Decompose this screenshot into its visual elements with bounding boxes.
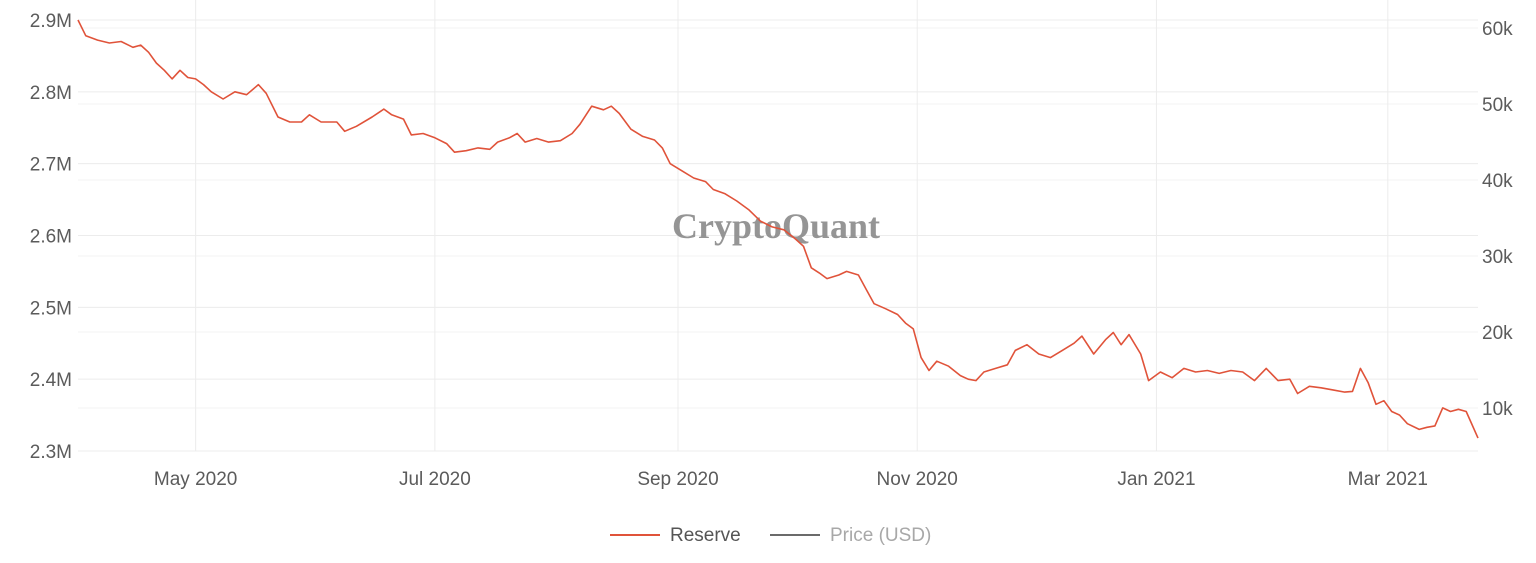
y-left-tick-label: 2.6M [30,227,72,248]
y-right-tick-label: 50k [1482,95,1513,116]
grid-lines [78,0,1478,452]
x-tick-label: Jan 2021 [1117,469,1195,490]
legend-item-price[interactable]: Price (USD) [770,525,931,546]
y-left-tick-label: 2.7M [30,155,72,176]
x-tick-label: Nov 2020 [877,469,958,490]
y-left-tick-label: 2.8M [30,83,72,104]
legend-price-label: Price (USD) [830,525,931,546]
axis-labels: 2.3M 2.4M 2.5M 2.6M 2.7M 2.8M 2.9M 10k 20k 30k 40k… [30,11,1513,490]
x-tick-label: Mar 2021 [1348,469,1428,490]
y-left-tick-label: 2.4M [30,370,72,391]
y-right-tick-label: 40k [1482,171,1513,192]
y-left-tick-label: 2.9M [30,11,72,32]
y-right-tick-label: 20k [1482,323,1513,344]
x-tick-label: May 2020 [154,469,237,490]
y-left-tick-label: 2.5M [30,298,72,319]
legend-reserve-label: Reserve [670,525,741,546]
y-right-tick-label: 10k [1482,399,1513,420]
y-left-tick-label: 2.3M [30,442,72,463]
legend-item-reserve[interactable]: Reserve [610,525,741,546]
legend: Reserve Price (USD) [610,525,931,546]
y-right-tick-label: 60k [1482,19,1513,40]
watermark-logo: CryptoQuant [672,206,880,246]
x-tick-label: Sep 2020 [637,469,718,490]
series-layer [77,19,1479,439]
series-line-reserve [77,19,1479,439]
y-right-tick-label: 30k [1482,247,1513,268]
x-tick-label: Jul 2020 [399,469,471,490]
